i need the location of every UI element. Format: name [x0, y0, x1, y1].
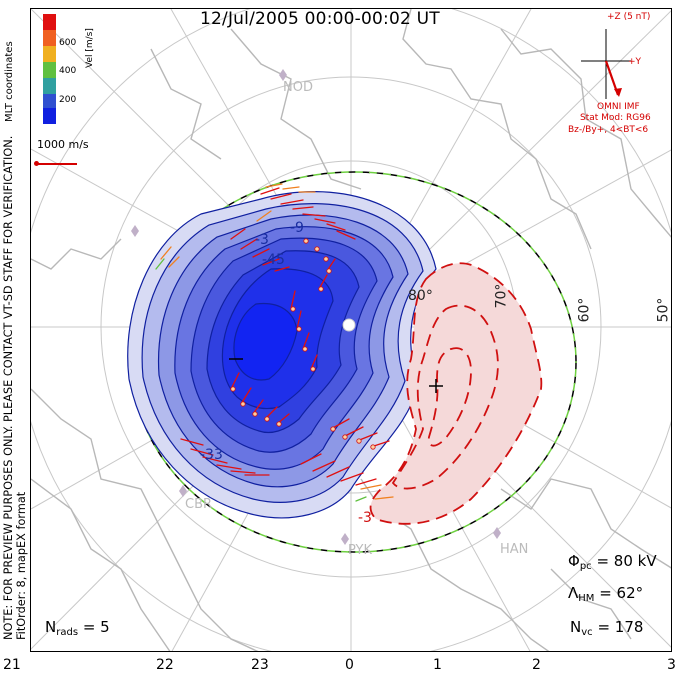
velocity-scale-title: Vel [m/s] — [85, 28, 95, 68]
scale-tick-200: 200 — [59, 95, 77, 105]
contour-label: -45 — [262, 252, 285, 268]
imf-source-label: OMNI IMF — [597, 102, 640, 112]
geomagnetic-pole-marker — [342, 318, 356, 332]
scale-tick-600: 600 — [59, 38, 77, 48]
negative-potential-cell — [127, 191, 437, 519]
map-title: 12/Jul/2005 00:00-00:02 UT — [200, 9, 440, 29]
station-label-pyk: PYK — [348, 543, 373, 558]
station-label-cbr: CBR — [185, 497, 213, 512]
hm-boundary-latitude: ΛHM = 62° — [568, 584, 644, 604]
mlt-tick-22: 22 — [156, 657, 174, 673]
latitude-label-80: 80° — [408, 288, 433, 304]
mlt-tick-1: 1 — [433, 657, 442, 673]
station-label-han: HAN — [500, 542, 529, 557]
stat-model-label: Stat Mod: RG96 — [580, 113, 651, 123]
contour-label: -3 — [358, 510, 372, 526]
positive-potential-cell — [369, 262, 543, 525]
velocity-reference-dot — [34, 161, 39, 166]
contour-label: -3 — [255, 232, 269, 248]
velocity-reference-vector — [37, 163, 77, 165]
mlt-tick-0: 0 — [345, 657, 354, 673]
velocity-color-scale — [43, 14, 56, 124]
convection-map — [30, 8, 672, 652]
imf-z-label: +Z (5 nT) — [607, 12, 651, 22]
mlt-tick-21: 21 — [3, 657, 21, 673]
velocity-vectors — [155, 183, 394, 502]
mlt-tick-3: 3 — [667, 657, 676, 673]
fit-order-label: FitOrder: 8, mapEX format — [15, 491, 28, 640]
imf-y-label: +Y — [628, 57, 642, 67]
convection-map-canvas — [31, 9, 671, 651]
velocity-reference-label: 1000 m/s — [37, 138, 89, 151]
mlt-tick-23: 23 — [251, 657, 269, 673]
coordinate-system-label: MLT coordinates — [4, 41, 15, 122]
station-markers — [131, 69, 501, 545]
preview-note: NOTE: FOR PREVIEW PURPOSES ONLY. PLEASE … — [2, 135, 15, 640]
vector-origin-dots — [230, 238, 376, 450]
latitude-label-60: 60° — [576, 297, 593, 323]
imf-condition-label: Bz-/By+, 4<BT<6 — [568, 125, 649, 135]
vector-count: Nvc = 178 — [570, 618, 644, 638]
station-label-nod: NOD — [283, 80, 313, 95]
mlt-tick-2: 2 — [532, 657, 541, 673]
contour-label: -33 — [200, 447, 223, 463]
radar-count: Nrads = 5 — [45, 618, 110, 638]
cross-polar-potential: Φpc = 80 kV — [568, 552, 657, 572]
scale-tick-400: 400 — [59, 66, 77, 76]
imf-clock-dial — [581, 29, 631, 99]
contour-label: -9 — [290, 220, 304, 236]
latitude-label-70: 70° — [493, 283, 510, 309]
latitude-label-50: 50° — [655, 297, 672, 323]
